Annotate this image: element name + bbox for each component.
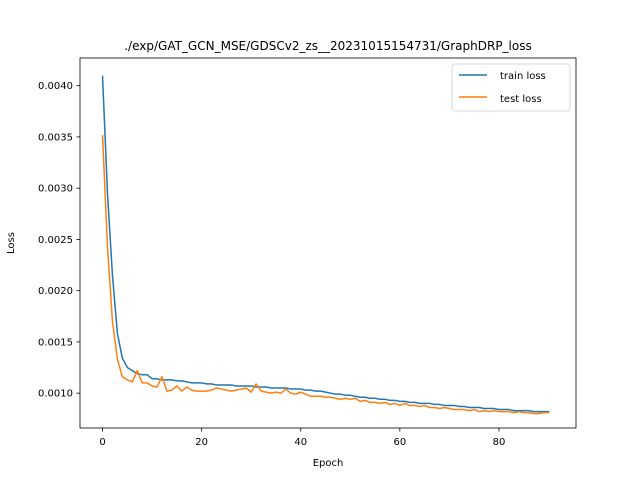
plot-area bbox=[101, 75, 550, 415]
series-lines bbox=[101, 75, 550, 415]
x-tick-label: 0 bbox=[99, 437, 105, 448]
x-axis-label: Epoch bbox=[313, 458, 344, 469]
x-tick-label: 40 bbox=[294, 437, 307, 448]
x-tick-label: 20 bbox=[195, 437, 208, 448]
series-line-train-loss bbox=[101, 75, 550, 413]
y-tick-label: 0.0035 bbox=[38, 132, 73, 143]
y-tick-label: 0.0020 bbox=[38, 286, 73, 297]
y-tick-label: 0.0040 bbox=[38, 81, 73, 92]
y-axis-label: Loss bbox=[6, 232, 17, 254]
y-tick-label: 0.0015 bbox=[38, 337, 73, 348]
x-tick-label: 60 bbox=[393, 437, 406, 448]
ticks-layer: 0 20 40 60 80 0.0010 0.0015 0.0020 0.0025 0.0030 0… bbox=[38, 81, 505, 448]
y-tick-label: 0.0025 bbox=[38, 235, 73, 246]
axes-frame bbox=[79, 57, 577, 429]
legend: train loss test loss bbox=[451, 63, 571, 112]
legend-label-test-loss: test loss bbox=[500, 94, 542, 105]
series-line-test-loss bbox=[101, 135, 550, 415]
chart-title: ./exp/GAT_GCN_MSE/GDSCv2_zs__20231015154… bbox=[124, 39, 532, 53]
legend-label-train-loss: train loss bbox=[500, 71, 546, 82]
y-tick-label: 0.0030 bbox=[38, 184, 73, 195]
x-tick-label: 80 bbox=[493, 437, 506, 448]
y-tick-label: 0.0010 bbox=[38, 389, 73, 400]
